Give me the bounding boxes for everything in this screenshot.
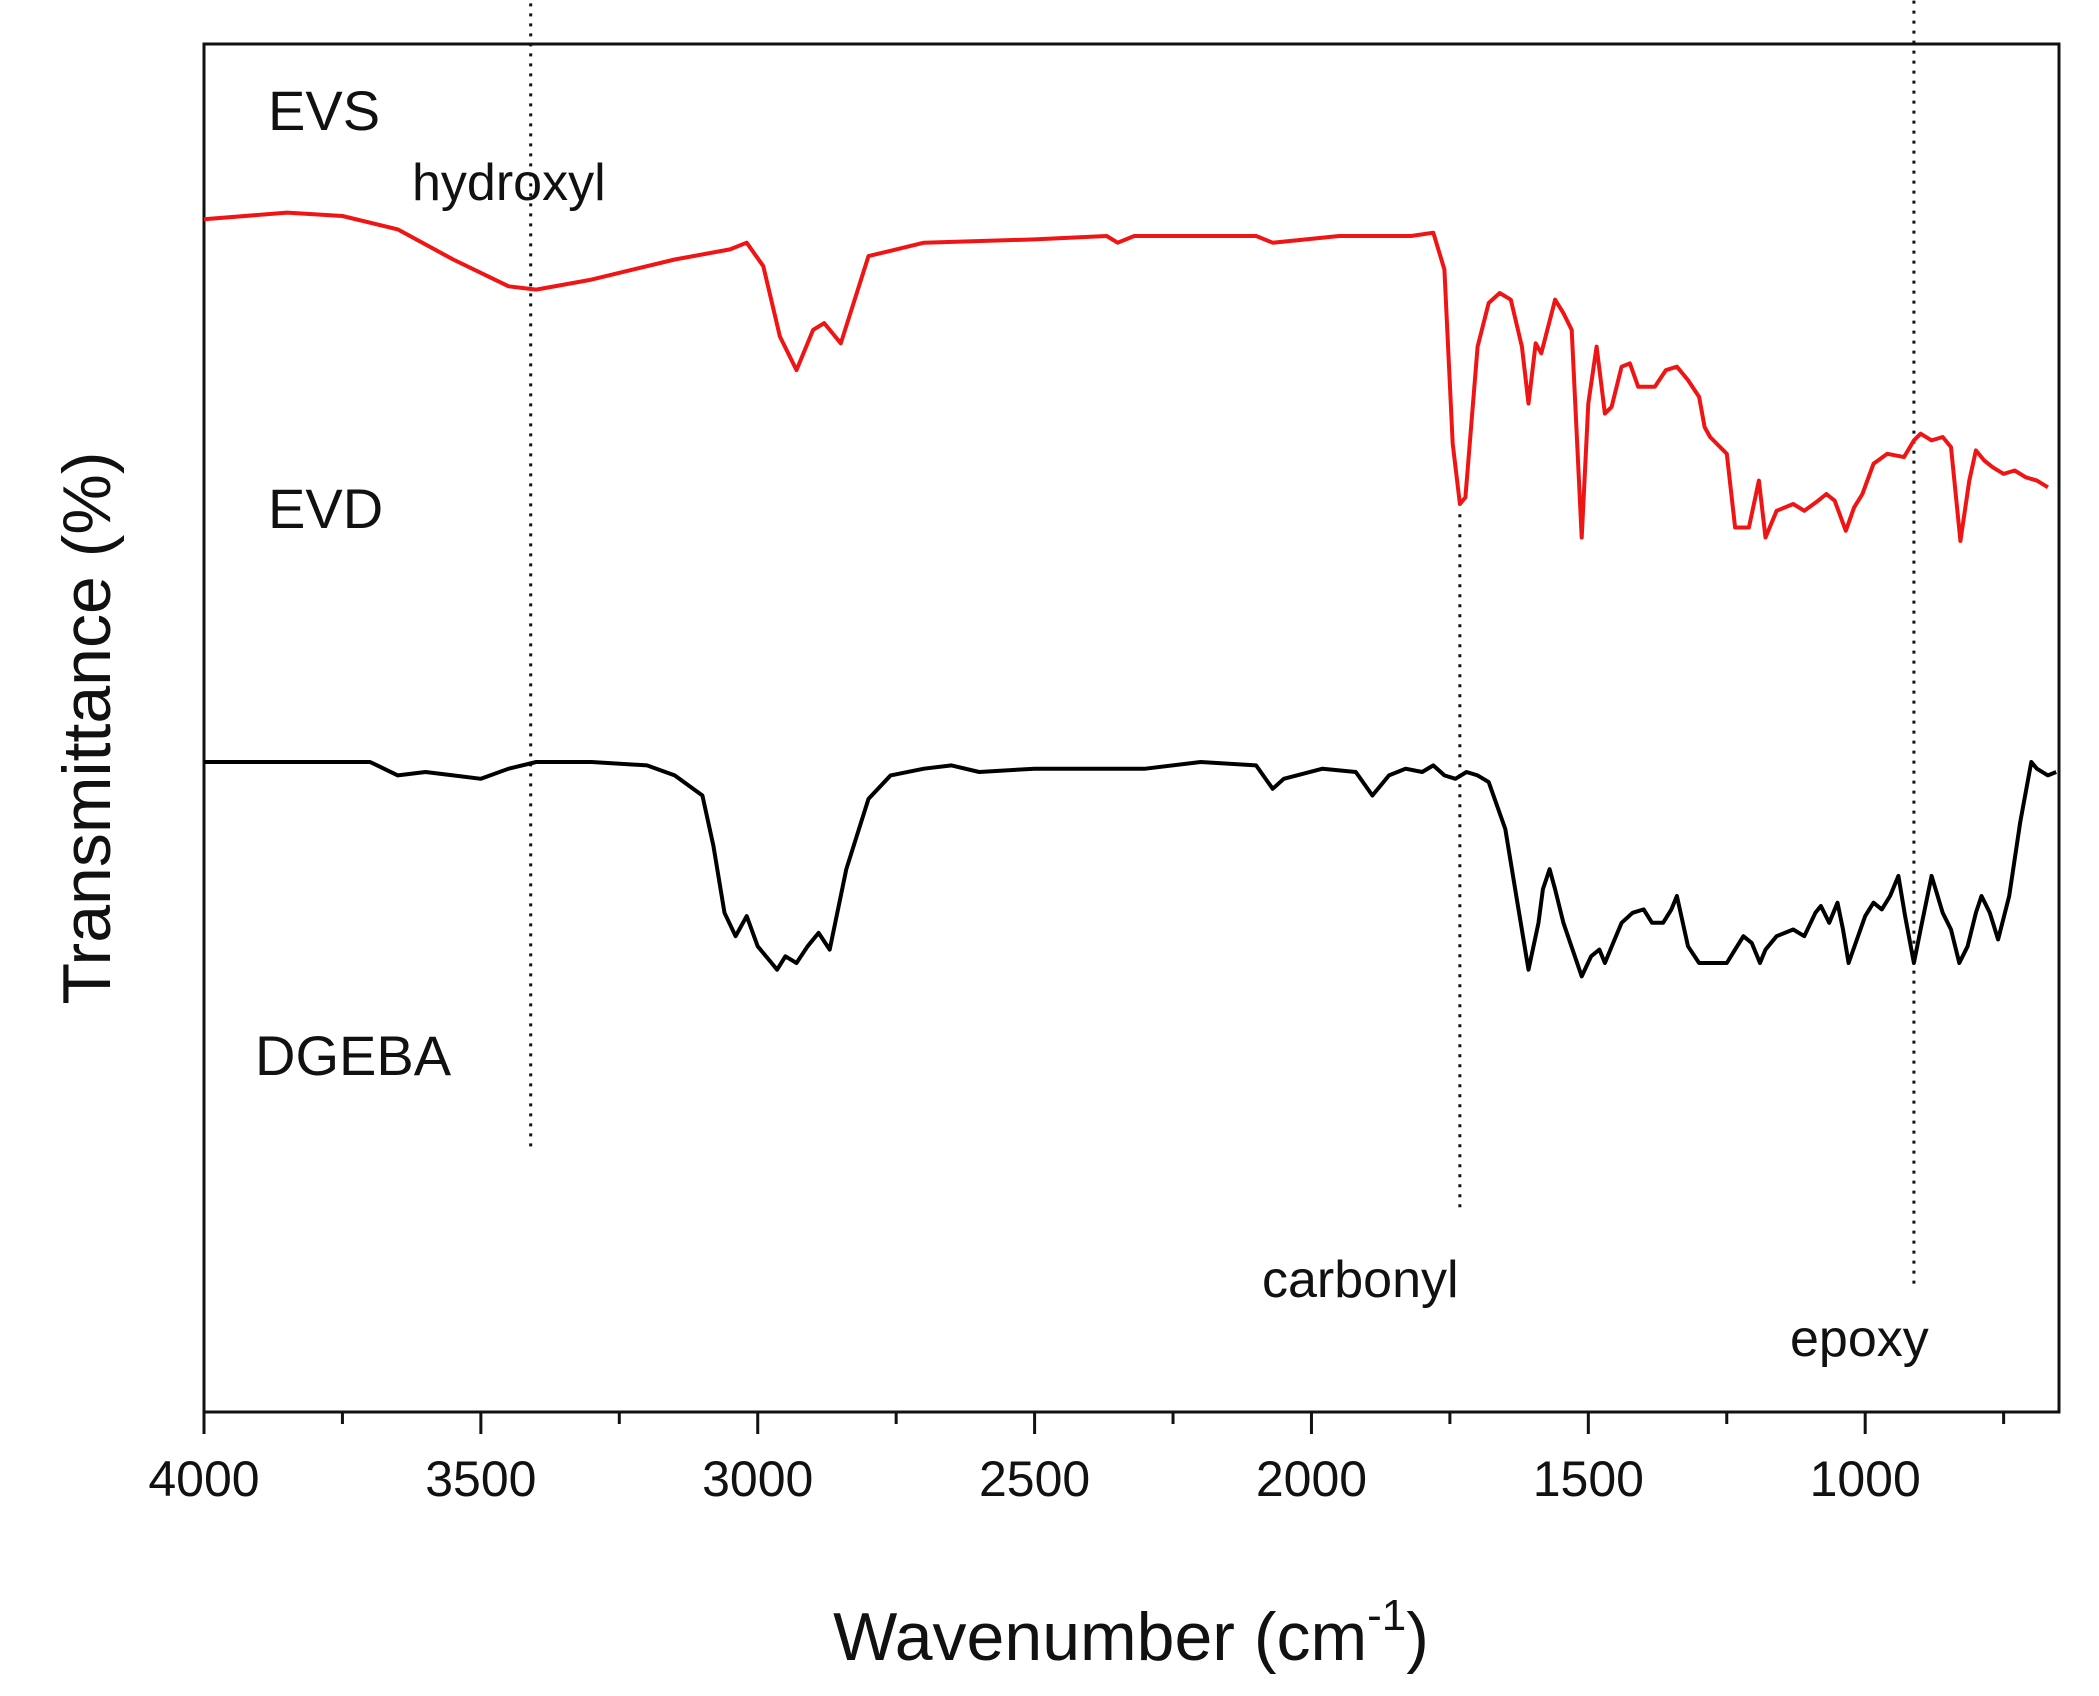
- x-axis-title-superscript: -1: [1367, 1591, 1406, 1640]
- series-line-evd: [203, 210, 2049, 543]
- x-tick-label: 2000: [1256, 1451, 1367, 1507]
- annotation-hydroxyl: hydroxyl: [412, 154, 606, 212]
- x-tick-label: 4000: [148, 1451, 259, 1507]
- x-axis-title-close: ): [1406, 1599, 1429, 1675]
- annotation-epoxy: epoxy: [1790, 1310, 1929, 1368]
- series-label-dgeba: DGEBA: [255, 1024, 452, 1087]
- annotation-carbonyl: carbonyl: [1262, 1251, 1459, 1309]
- x-tick-label: 2500: [979, 1451, 1090, 1507]
- x-tick-label: 3500: [425, 1451, 536, 1507]
- x-tick-label: 1500: [1533, 1451, 1644, 1507]
- x-tick-label: 1000: [1810, 1451, 1921, 1507]
- series-label-evd: EVD: [268, 477, 383, 540]
- x-tick-label: 3000: [702, 1451, 813, 1507]
- series-layer: [203, 210, 2057, 979]
- x-axis-ticks: 4000 3500 3000 2500 2000 1500 1000: [148, 1412, 2006, 1507]
- x-axis-title: Wavenumber (cm-1): [833, 1591, 1429, 1675]
- x-axis-title-main: Wavenumber (cm: [833, 1599, 1367, 1675]
- series-line-dgeba: [204, 760, 2057, 979]
- y-axis-title: Transmittance (%): [49, 452, 125, 1005]
- series-label-evs: EVS: [268, 79, 380, 142]
- plot-frame: [202, 42, 2061, 1414]
